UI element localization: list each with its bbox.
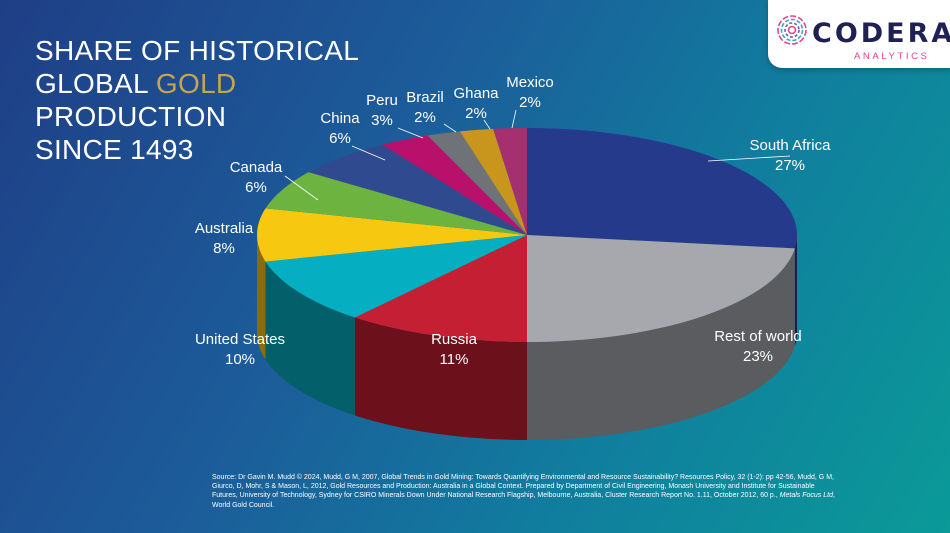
pie-side-russia xyxy=(354,317,527,440)
pie-slice-canada xyxy=(265,172,527,235)
pie-slice-mexico xyxy=(493,128,527,235)
label-value-south-africa: 27% xyxy=(775,157,805,174)
label-value-russia: 11% xyxy=(440,351,469,368)
pie-side-rest-of-world xyxy=(527,248,795,440)
label-value-mexico: 2% xyxy=(519,94,541,111)
label-name-brazil: Brazil xyxy=(406,89,444,106)
pie-side-united-states xyxy=(265,261,355,416)
label-value-ghana: 2% xyxy=(465,105,487,122)
label-value-china: 6% xyxy=(329,130,351,147)
pie-slice-china xyxy=(308,144,527,235)
label-name-south-africa: South Africa xyxy=(750,137,832,154)
pie-slice-south-africa xyxy=(527,128,797,249)
leader-line-canada xyxy=(284,175,319,201)
label-value-australia: 8% xyxy=(213,240,235,257)
label-name-china: China xyxy=(320,110,360,127)
label-value-brazil: 2% xyxy=(414,109,436,126)
chart-title: SHARE OF HISTORICAL GLOBAL GOLD PRODUCTI… xyxy=(35,34,359,166)
pie-slice-australia xyxy=(257,208,527,262)
pie-slices xyxy=(257,128,797,342)
fingerprint-icon xyxy=(777,15,807,45)
label-name-australia: Australia xyxy=(195,220,254,237)
title-line-2-prefix: GLOBAL xyxy=(35,68,156,99)
label-name-mexico: Mexico xyxy=(506,74,554,91)
label-value-canada: 6% xyxy=(245,179,267,196)
logo-name: CODERA xyxy=(812,18,950,49)
label-name-canada: Canada xyxy=(230,159,283,176)
pie-side-walls xyxy=(257,235,798,440)
title-line-1: SHARE OF HISTORICAL xyxy=(35,35,360,66)
label-value-rest-of-world: 23% xyxy=(743,348,773,365)
label-value-peru: 3% xyxy=(371,112,393,129)
logo-subtitle: ANALYTICS xyxy=(854,51,930,62)
leader-line-mexico xyxy=(511,109,517,129)
pie-slice-brazil xyxy=(427,131,527,235)
pie-side-south-africa xyxy=(794,235,798,347)
label-name-ghana: Ghana xyxy=(453,85,499,102)
pie-slice-ghana xyxy=(459,128,527,235)
pie-slice-united-states xyxy=(265,235,527,318)
data-labels: South Africa 27% Rest of world 23% Russia 11%… xyxy=(195,74,831,368)
pie-slice-russia xyxy=(354,235,527,342)
leader-line-south-africa xyxy=(707,155,791,162)
label-name-rest-of-world: Rest of world xyxy=(714,328,802,345)
label-value-united-states: 10% xyxy=(225,351,255,368)
title-highlight-gold: GOLD xyxy=(155,68,237,99)
leader-line-brazil xyxy=(443,123,457,133)
codera-logo: CODERA ANALYTICS xyxy=(768,0,950,68)
label-name-peru: Peru xyxy=(366,92,398,109)
pie-slice-peru xyxy=(382,135,527,235)
label-name-russia: Russia xyxy=(431,331,478,348)
title-line-3: PRODUCTION xyxy=(35,101,227,132)
pie-side-australia xyxy=(257,235,266,360)
title-line-4: SINCE 1493 xyxy=(35,134,194,165)
leader-line-peru xyxy=(397,127,424,139)
source-citation: Source: Dr Gavin M. Mudd © 2024, Mudd, G… xyxy=(212,474,835,509)
pie-slice-rest-of-world xyxy=(527,235,795,342)
leader-line-ghana xyxy=(483,119,491,130)
leader-line-china xyxy=(351,145,386,161)
label-name-united-states: United States xyxy=(195,331,285,348)
